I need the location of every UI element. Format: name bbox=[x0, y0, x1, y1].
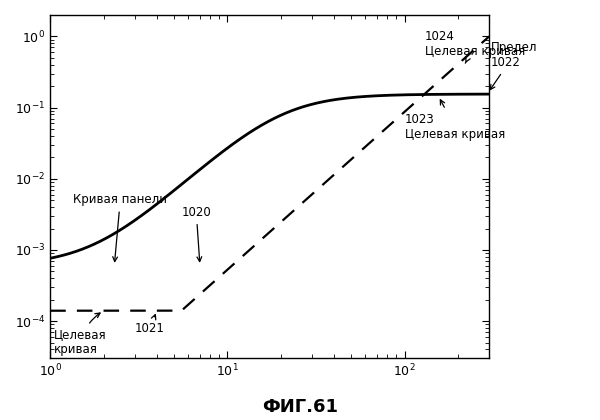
Text: 1024
Целевая кривая: 1024 Целевая кривая bbox=[425, 30, 525, 63]
Text: Кривая панели: Кривая панели bbox=[73, 194, 167, 262]
Text: 1023
Целевая кривая: 1023 Целевая кривая bbox=[404, 100, 505, 141]
Text: 1021: 1021 bbox=[135, 315, 164, 335]
Text: 1020: 1020 bbox=[181, 206, 211, 262]
Text: ФИГ.61: ФИГ.61 bbox=[262, 398, 338, 416]
Text: Целевая
кривая: Целевая кривая bbox=[54, 313, 107, 356]
Text: Предел
1022: Предел 1022 bbox=[490, 41, 537, 89]
